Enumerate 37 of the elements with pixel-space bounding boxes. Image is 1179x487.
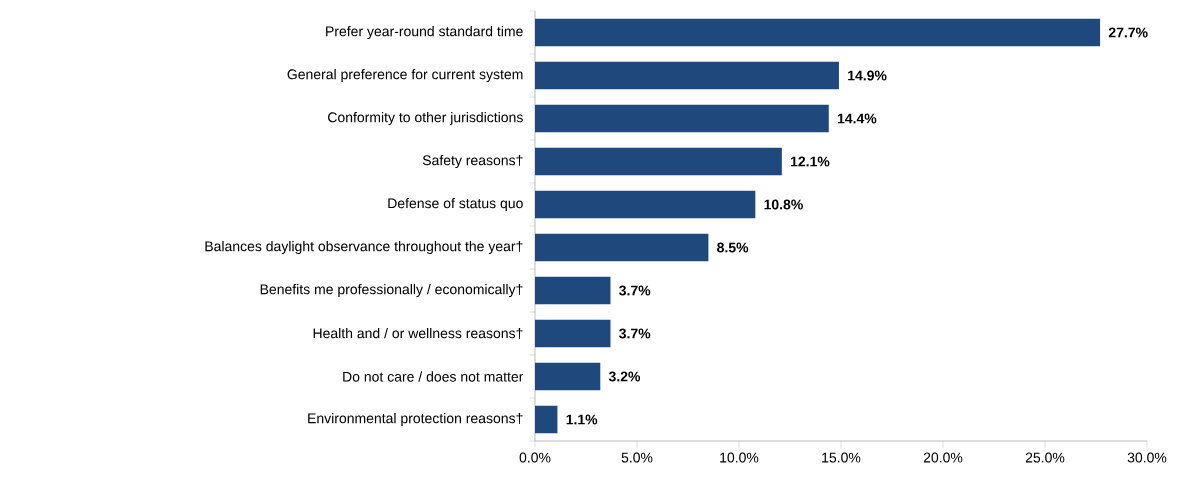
bar <box>535 233 709 262</box>
bar <box>535 190 756 219</box>
y-tick-label: Conformity to other jurisdictions <box>328 111 523 126</box>
x-tick-label: 25.0% <box>1025 452 1065 463</box>
data-label: 3.2% <box>608 371 641 382</box>
bar <box>535 319 611 348</box>
y-tick-label: Environmental protection reasons† <box>308 412 523 427</box>
bar <box>535 276 611 305</box>
bar <box>535 362 601 391</box>
x-tick-label: 15.0% <box>822 452 861 463</box>
x-tick-label: 30.0% <box>1127 452 1167 463</box>
y-tick-label: Safety reasons† <box>422 154 523 169</box>
data-label: 27.7% <box>1108 27 1148 38</box>
y-tick-label: General preference for current system <box>287 68 523 83</box>
bar <box>535 61 839 90</box>
y-tick-label: Balances daylight observance throughout the year† <box>205 240 523 255</box>
data-label: 14.4% <box>837 113 877 124</box>
x-tick-label: 0.0% <box>519 452 551 463</box>
x-tick-label: 10.0% <box>720 452 759 463</box>
y-tick-label: Benefits me professionally / economically† <box>260 283 523 298</box>
data-label: 10.8% <box>764 199 803 210</box>
data-label: 12.1% <box>790 156 830 167</box>
data-label: 8.5% <box>717 242 749 253</box>
y-tick-label: Do not care / does not matter <box>343 371 524 382</box>
y-tick-label: Health and / or wellness reasons† <box>313 327 523 340</box>
y-tick-label: Defense of status quo <box>388 198 523 212</box>
x-tick-label: 20.0% <box>923 452 963 463</box>
bar <box>535 147 782 176</box>
x-tick-label: 5.0% <box>621 452 653 463</box>
bar <box>535 104 829 133</box>
data-label: 14.9% <box>848 70 887 81</box>
data-label: 3.7% <box>619 328 651 339</box>
bar <box>535 18 1101 47</box>
data-label: 3.7% <box>619 285 651 296</box>
data-label: 1.1% <box>566 414 598 425</box>
bar <box>535 405 558 434</box>
y-tick-label: Prefer year-round standard time <box>326 25 523 40</box>
